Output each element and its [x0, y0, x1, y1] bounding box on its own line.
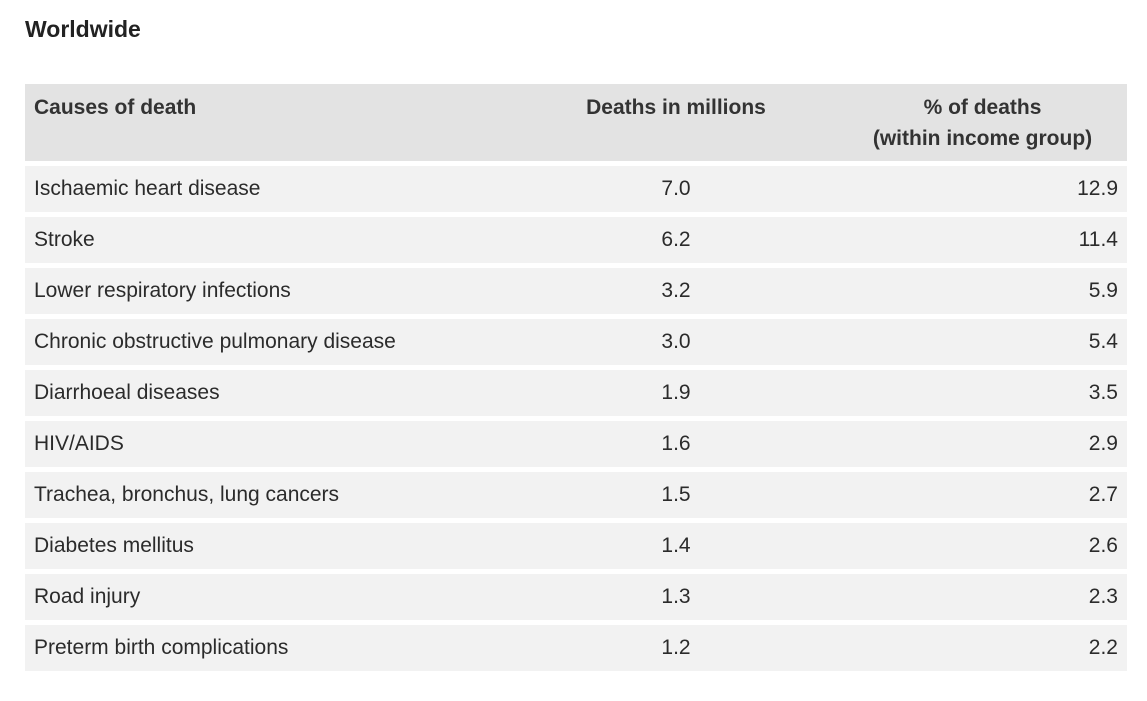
cell-cause: Diarrhoeal diseases [25, 370, 545, 416]
cell-percent-of-deaths: 5.9 [807, 268, 1127, 314]
cell-cause: Road injury [25, 574, 545, 620]
cell-cause: Lower respiratory infections [25, 268, 545, 314]
cell-deaths-millions: 1.9 [545, 370, 807, 416]
header-causes-of-death: Causes of death [25, 84, 545, 161]
cell-percent-of-deaths: 2.7 [807, 472, 1127, 518]
page-title: Worldwide [25, 16, 141, 42]
cell-cause: Ischaemic heart disease [25, 166, 545, 212]
cell-percent-of-deaths: 5.4 [807, 319, 1127, 365]
header-row: Causes of death Deaths in millions % of … [25, 84, 1127, 161]
cell-percent-of-deaths: 2.3 [807, 574, 1127, 620]
cell-percent-of-deaths: 2.2 [807, 625, 1127, 671]
cell-cause: Diabetes mellitus [25, 523, 545, 569]
cell-deaths-millions: 3.0 [545, 319, 807, 365]
cell-percent-of-deaths: 12.9 [807, 166, 1127, 212]
cell-deaths-millions: 6.2 [545, 217, 807, 263]
cell-percent-of-deaths: 2.6 [807, 523, 1127, 569]
cell-deaths-millions: 3.2 [545, 268, 807, 314]
cell-cause: Trachea, bronchus, lung cancers [25, 472, 545, 518]
cell-cause: Chronic obstructive pulmonary disease [25, 319, 545, 365]
table-row: Road injury 1.3 2.3 [25, 574, 1127, 620]
header-percent-of-deaths: % of deaths (within income group) [807, 84, 1127, 161]
table-row: Diabetes mellitus 1.4 2.6 [25, 523, 1127, 569]
table-row: HIV/AIDS 1.6 2.9 [25, 421, 1127, 467]
header-percent-line1: % of deaths [923, 96, 1042, 119]
cell-deaths-millions: 7.0 [545, 166, 807, 212]
cell-percent-of-deaths: 11.4 [807, 217, 1127, 263]
cell-percent-of-deaths: 2.9 [807, 421, 1127, 467]
cell-cause: Preterm birth complications [25, 625, 545, 671]
table-body: Ischaemic heart disease 7.0 12.9 Stroke 6.2 1… [25, 166, 1127, 671]
cell-deaths-millions: 1.6 [545, 421, 807, 467]
table-row: Lower respiratory infections 3.2 5.9 [25, 268, 1127, 314]
cell-cause: HIV/AIDS [25, 421, 545, 467]
table-header: Causes of death Deaths in millions % of … [25, 84, 1127, 161]
table-row: Ischaemic heart disease 7.0 12.9 [25, 166, 1127, 212]
header-percent-line2: (within income group) [872, 127, 1093, 150]
cell-deaths-millions: 1.3 [545, 574, 807, 620]
table-row: Stroke 6.2 11.4 [25, 217, 1127, 263]
table-row: Chronic obstructive pulmonary disease 3.0… [25, 319, 1127, 365]
table-row: Preterm birth complications 1.2 2.2 [25, 625, 1127, 671]
cell-deaths-millions: 1.4 [545, 523, 807, 569]
cell-percent-of-deaths: 3.5 [807, 370, 1127, 416]
cell-deaths-millions: 1.2 [545, 625, 807, 671]
causes-of-death-table-container: Causes of death Deaths in millions % of … [25, 84, 1127, 676]
table-row: Diarrhoeal diseases 1.9 3.5 [25, 370, 1127, 416]
header-deaths-in-millions: Deaths in millions [545, 84, 807, 161]
causes-of-death-table: Causes of death Deaths in millions % of … [25, 79, 1127, 676]
cell-cause: Stroke [25, 217, 545, 263]
cell-deaths-millions: 1.5 [545, 472, 807, 518]
table-row: Trachea, bronchus, lung cancers 1.5 2.7 [25, 472, 1127, 518]
